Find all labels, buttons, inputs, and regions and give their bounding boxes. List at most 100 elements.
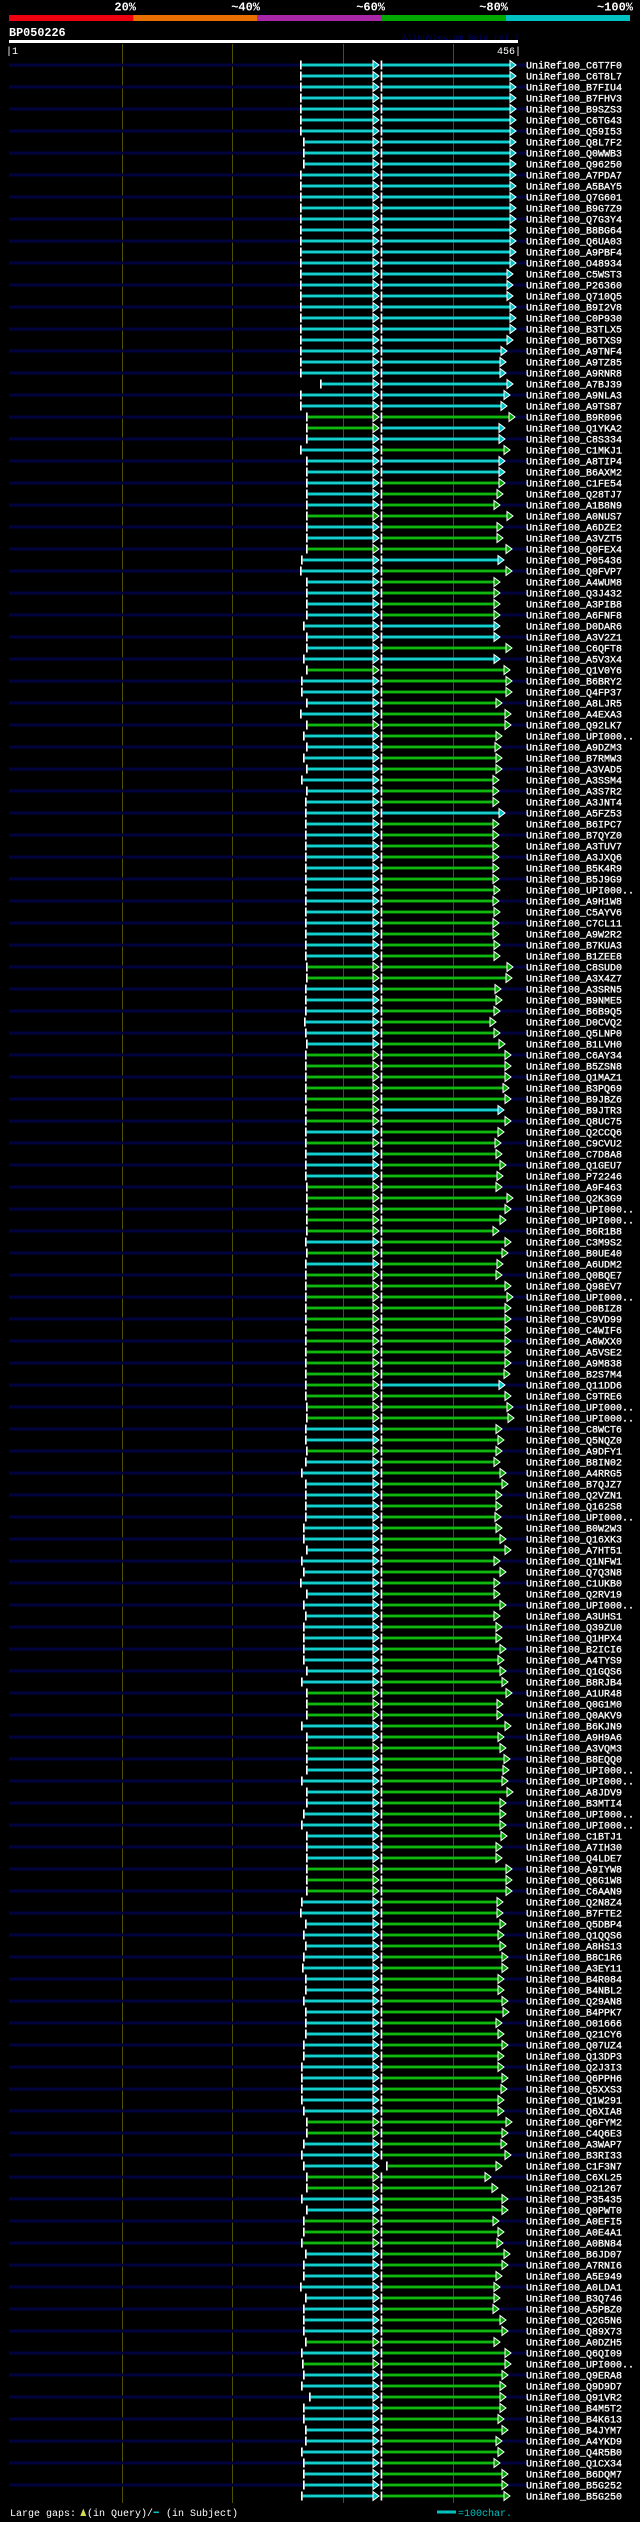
svg-text:(in Subject): (in Subject)	[166, 2508, 238, 2520]
svg-text:UniRef100_A0DZH5: UniRef100_A0DZH5	[526, 2338, 622, 2350]
svg-text:UniRef100_A3JNT4: UniRef100_A3JNT4	[526, 798, 622, 810]
svg-text:UniRef100_A3S7R2: UniRef100_A3S7R2	[526, 787, 622, 799]
svg-text:456|: 456|	[497, 46, 521, 58]
svg-text:UniRef100_A0EFI5: UniRef100_A0EFI5	[526, 2217, 622, 2229]
svg-text:UniRef100_Q2N8Z4: UniRef100_Q2N8Z4	[526, 1898, 622, 1910]
svg-text:UniRef100_B4M5T2: UniRef100_B4M5T2	[526, 2404, 622, 2416]
svg-text:UniRef100_C1F3N7: UniRef100_C1F3N7	[526, 2162, 622, 2174]
svg-text:UniRef100_A9H9A6: UniRef100_A9H9A6	[526, 1733, 622, 1745]
svg-text:UniRef100_A3JXQ6: UniRef100_A3JXQ6	[526, 853, 622, 865]
svg-text:UniRef100_A8TIP4: UniRef100_A8TIP4	[526, 457, 622, 469]
svg-text:UniRef100_A3WAP7: UniRef100_A3WAP7	[526, 2140, 622, 2152]
svg-text:UniRef100_A6FNF8: UniRef100_A6FNF8	[526, 611, 622, 623]
svg-text:UniRef100_Q1V0Y6: UniRef100_Q1V0Y6	[526, 666, 622, 678]
svg-text:UniRef100_UPI000..: UniRef100_UPI000..	[526, 1601, 634, 1613]
svg-text:UniRef100_B4PPK7: UniRef100_B4PPK7	[526, 2008, 622, 2020]
svg-text:UniRef100_A5V3X4: UniRef100_A5V3X4	[526, 655, 622, 667]
svg-text:UniRef100_A0NUS7: UniRef100_A0NUS7	[526, 512, 622, 524]
svg-text:UniRef100_B0UE40: UniRef100_B0UE40	[526, 1249, 622, 1261]
svg-text:UniRef100_UPI000..: UniRef100_UPI000..	[526, 732, 634, 744]
svg-text:UniRef100_C9CVU2: UniRef100_C9CVU2	[526, 1139, 622, 1151]
svg-text:UniRef100_A6DZE2: UniRef100_A6DZE2	[526, 523, 622, 535]
svg-text:UniRef100_Q39ZU0: UniRef100_Q39ZU0	[526, 1623, 622, 1635]
svg-text:UniRef100_A3TUV7: UniRef100_A3TUV7	[526, 842, 622, 854]
svg-text:UniRef100_B3MTI4: UniRef100_B3MTI4	[526, 1799, 622, 1811]
svg-text:UniRef100_C6XL25: UniRef100_C6XL25	[526, 2173, 622, 2185]
svg-text:UniRef100_A9DZM3: UniRef100_A9DZM3	[526, 743, 622, 755]
svg-text:UniRef100_P26360: UniRef100_P26360	[526, 281, 622, 293]
svg-text:UniRef100_A4WUM8: UniRef100_A4WUM8	[526, 578, 622, 590]
svg-text:UniRef100_B3Q746: UniRef100_B3Q746	[526, 2294, 622, 2306]
svg-text:UniRef100_B5K4R9: UniRef100_B5K4R9	[526, 864, 622, 876]
svg-text:UniRef100_C6TG43: UniRef100_C6TG43	[526, 116, 622, 128]
svg-text:UniRef100_Q5DBP4: UniRef100_Q5DBP4	[526, 1920, 622, 1932]
svg-text:UniRef100_UPI000..: UniRef100_UPI000..	[526, 1777, 634, 1789]
svg-text:UniRef100_A6WXX0: UniRef100_A6WXX0	[526, 1337, 622, 1349]
svg-text:UniRef100_A1B8N9: UniRef100_A1B8N9	[526, 501, 622, 513]
svg-text:UniRef100_Q1MAZ1: UniRef100_Q1MAZ1	[526, 1073, 622, 1085]
svg-text:UniRef100_Q0BQE7: UniRef100_Q0BQE7	[526, 1271, 622, 1283]
svg-text:UniRef100_B4NBL2: UniRef100_B4NBL2	[526, 1986, 622, 1998]
svg-text:UniRef100_Q0PWT0: UniRef100_Q0PWT0	[526, 2206, 622, 2218]
svg-text:~100%: ~100%	[597, 1, 634, 15]
svg-text:UniRef100_A6UDM2: UniRef100_A6UDM2	[526, 1260, 622, 1272]
svg-text:UniRef100_Q8UC75: UniRef100_Q8UC75	[526, 1117, 622, 1129]
svg-text:UniRef100_A5BAY5: UniRef100_A5BAY5	[526, 182, 622, 194]
svg-text:UniRef100_Q28TJ7: UniRef100_Q28TJ7	[526, 490, 622, 502]
svg-text:UniRef100_Q2RV19: UniRef100_Q2RV19	[526, 1590, 622, 1602]
svg-text:BP050226: BP050226	[9, 26, 66, 40]
svg-text:UniRef100_A9TNF4: UniRef100_A9TNF4	[526, 347, 622, 359]
svg-text:UniRef100_B3RI33: UniRef100_B3RI33	[526, 2151, 622, 2163]
svg-text:UniRef100_UPI000..: UniRef100_UPI000..	[526, 1216, 634, 1228]
svg-text:UniRef100_Q96250: UniRef100_Q96250	[526, 160, 622, 172]
svg-text:UniRef100_Q07UZ4: UniRef100_Q07UZ4	[526, 2041, 622, 2053]
svg-text:UniRef100_B6KJN9: UniRef100_B6KJN9	[526, 1722, 622, 1734]
svg-text:UniRef100_A9DFY1: UniRef100_A9DFY1	[526, 1447, 622, 1459]
svg-text:UniRef100_B9I2V8: UniRef100_B9I2V8	[526, 303, 622, 315]
svg-text:UniRef100_D0DAR6: UniRef100_D0DAR6	[526, 622, 622, 634]
svg-text:UniRef100_C9TRE6: UniRef100_C9TRE6	[526, 1392, 622, 1404]
svg-text:~60%: ~60%	[356, 1, 386, 15]
svg-text:UniRef100_B5J9G9: UniRef100_B5J9G9	[526, 875, 622, 887]
svg-text:UniRef100_A0E4A1: UniRef100_A0E4A1	[526, 2228, 622, 2240]
svg-text:UniRef100_Q4LDE7: UniRef100_Q4LDE7	[526, 1854, 622, 1866]
svg-text:UniRef100_C6QFT8: UniRef100_C6QFT8	[526, 644, 622, 656]
svg-text:UniRef100_Q91VR2: UniRef100_Q91VR2	[526, 2393, 622, 2405]
svg-text:UniRef100_C6T7F0: UniRef100_C6T7F0	[526, 61, 622, 73]
svg-text:UniRef100_A9H1W8: UniRef100_A9H1W8	[526, 897, 622, 909]
svg-text:UniRef100_B6TXS9: UniRef100_B6TXS9	[526, 336, 622, 348]
svg-text:UniRef100_UPI000..: UniRef100_UPI000..	[526, 1513, 634, 1525]
svg-text:UniRef100_Q13DP3: UniRef100_Q13DP3	[526, 2052, 622, 2064]
svg-text:UniRef100_Q29AN8: UniRef100_Q29AN8	[526, 1997, 622, 2009]
svg-text:UniRef100_Q1HPX4: UniRef100_Q1HPX4	[526, 1634, 622, 1646]
svg-text:Large gaps:: Large gaps:	[10, 2509, 76, 2520]
svg-text:UniRef100_A9F463: UniRef100_A9F463	[526, 1183, 622, 1195]
svg-text:UniRef100_C0P930: UniRef100_C0P930	[526, 314, 622, 326]
svg-text:UniRef100_Q1GQS6: UniRef100_Q1GQS6	[526, 1667, 622, 1679]
svg-text:UniRef100_B8EQQ0: UniRef100_B8EQQ0	[526, 1755, 622, 1767]
svg-text:UniRef100_Q6G1W8: UniRef100_Q6G1W8	[526, 1876, 622, 1888]
svg-text:UniRef100_Q11DD6: UniRef100_Q11DD6	[526, 1381, 622, 1393]
svg-text:UniRef100_A0LDA1: UniRef100_A0LDA1	[526, 2283, 622, 2295]
svg-text:20%: 20%	[114, 1, 136, 15]
svg-text:UniRef100_Q6FYM2: UniRef100_Q6FYM2	[526, 2118, 622, 2130]
svg-text:UniRef100_Q92LK7: UniRef100_Q92LK7	[526, 721, 622, 733]
svg-text:UniRef100_C1UKB0: UniRef100_C1UKB0	[526, 1579, 622, 1591]
svg-text:UniRef100_Q162S8: UniRef100_Q162S8	[526, 1502, 622, 1514]
svg-text:UniRef100_B7FTE2: UniRef100_B7FTE2	[526, 1909, 622, 1921]
svg-text:(in Query)/: (in Query)/	[87, 2508, 153, 2520]
svg-text:UniRef100_Q9D9D7: UniRef100_Q9D9D7	[526, 2382, 622, 2394]
svg-text:UniRef100_B7KUA3: UniRef100_B7KUA3	[526, 941, 622, 953]
svg-text:UniRef100_B6BRY2: UniRef100_B6BRY2	[526, 677, 622, 689]
svg-text:UniRef100_Q89X73: UniRef100_Q89X73	[526, 2327, 622, 2339]
svg-text:UniRef100_D0BIZ8: UniRef100_D0BIZ8	[526, 1304, 622, 1316]
svg-text:UniRef100_A5VSE2: UniRef100_A5VSE2	[526, 1348, 622, 1360]
svg-text:UniRef100_Q2K3G9: UniRef100_Q2K3G9	[526, 1194, 622, 1206]
svg-text:UniRef100_Q98EV7: UniRef100_Q98EV7	[526, 1282, 622, 1294]
svg-text:UniRef100_Q8L7F2: UniRef100_Q8L7F2	[526, 138, 622, 150]
svg-text:UniRef100_Q5XXS3: UniRef100_Q5XXS3	[526, 2085, 622, 2097]
svg-text:UniRef100_O48934: UniRef100_O48934	[526, 259, 622, 271]
svg-text:UniRef100_D0CVQ2: UniRef100_D0CVQ2	[526, 1018, 622, 1030]
svg-text:UniRef100_B3PQ69: UniRef100_B3PQ69	[526, 1084, 622, 1096]
svg-text:UniRef100_Q2G5N6: UniRef100_Q2G5N6	[526, 2316, 622, 2328]
